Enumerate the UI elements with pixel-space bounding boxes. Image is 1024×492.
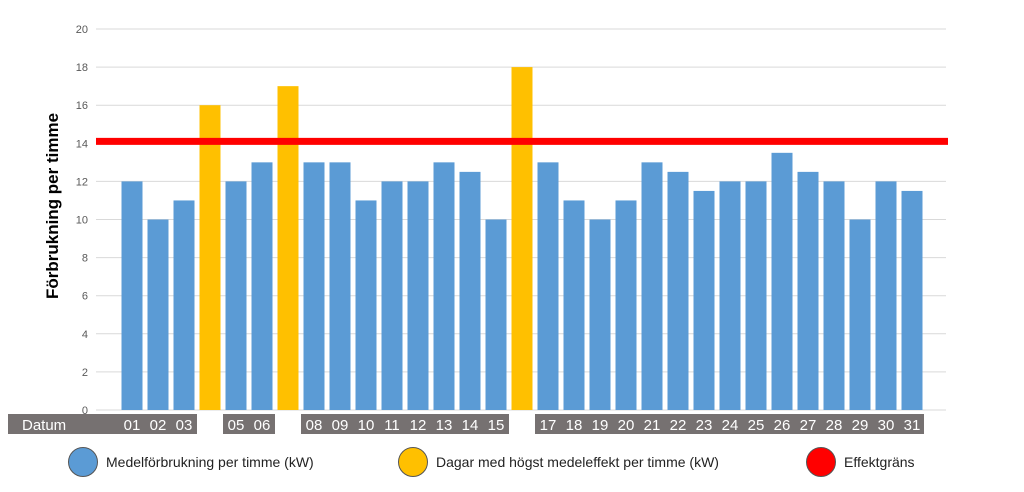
legend-label: Dagar med högst medeleffekt per timme (k… [436,454,719,470]
x-axis-label: Datum [22,417,66,434]
bar-27 [797,171,819,410]
y-tick-label: 0 [82,405,88,417]
x-tick-label: 07 [280,417,297,434]
x-tick-label: 02 [150,417,167,434]
bar-26 [771,152,793,410]
legend-label: Effektgräns [844,454,915,470]
x-tick-highlight-bg [275,414,301,434]
legend-item-0: Medelförbrukning per timme (kW) [68,446,314,478]
bar-30 [875,181,897,410]
bar-14 [459,171,481,410]
x-tick-label: 05 [228,417,245,434]
bar-18 [563,200,585,410]
x-axis-band [8,414,924,434]
x-tick-label: 31 [904,417,921,434]
x-tick-label: 29 [852,417,869,434]
x-tick-label: 21 [644,417,661,434]
bar-08 [303,162,325,410]
x-tick-labels: 01 02 03 04 05 06 07 08 09 10 11 12 13 14 15 16 17 18 19 20… [124,414,921,434]
x-tick-highlight-bg [197,414,223,434]
y-tick-label: 20 [76,24,88,36]
x-tick-label: 23 [696,417,713,434]
y-tick-label: 2 [82,367,88,379]
bar-31 [901,190,923,410]
bar-15 [485,219,507,410]
legend-label: Medelförbrukning per timme (kW) [106,454,314,470]
x-tick-label: 01 [124,417,141,434]
x-tick-label: 14 [462,417,479,434]
bar-19 [589,219,611,410]
y-tick-label: 18 [76,62,88,74]
bars [121,67,923,411]
x-tick-label: 10 [358,417,375,434]
bar-03 [173,200,195,410]
bar-25 [745,181,767,410]
bar-29 [849,219,871,410]
x-tick-label: 27 [800,417,817,434]
bar-17 [537,162,559,410]
bar-11 [381,181,403,410]
bar-highlighted-04 [199,105,221,410]
x-tick-label: 03 [176,417,193,434]
bar-09 [329,162,351,410]
legend-swatch-yellow [398,447,428,477]
x-tick-label: 28 [826,417,843,434]
x-tick-label: 06 [254,417,271,434]
x-tick-label: 20 [618,417,635,434]
x-tick-label: 11 [384,417,400,434]
bar-28 [823,181,845,410]
y-axis-label: Förbrukning per timme [43,113,62,299]
y-tick-label: 10 [76,215,88,227]
x-tick-label: 13 [436,417,453,434]
x-tick-highlight-bg [509,414,535,434]
legend-swatch-red [806,447,836,477]
bar-13 [433,162,455,410]
x-tick-label: 08 [306,417,323,434]
bar-05 [225,181,247,410]
y-tick-label: 16 [76,100,88,112]
bar-21 [641,162,663,410]
y-tick-label: 4 [82,329,88,341]
x-tick-label: 09 [332,417,349,434]
x-tick-label: 25 [748,417,765,434]
bar-02 [147,219,169,410]
bar-24 [719,181,741,410]
bar-06 [251,162,273,410]
bar-12 [407,181,429,410]
y-tick-label: 6 [82,291,88,303]
bar-10 [355,200,377,410]
x-tick-label: 30 [878,417,895,434]
x-tick-label: 18 [566,417,583,434]
bar-highlighted-07 [277,86,299,411]
x-tick-label: 19 [592,417,609,434]
bar-highlighted-16 [511,67,533,410]
y-tick-label: 12 [76,176,88,188]
legend-item-1: Dagar med högst medeleffekt per timme (k… [398,446,719,478]
legend-item-2: Effektgräns [806,446,915,478]
bar-01 [121,181,143,410]
x-tick-label: 12 [410,417,427,434]
x-tick-label: 17 [540,417,557,434]
bar-22 [667,171,689,410]
legend-swatch-blue [68,447,98,477]
y-tick-labels: 0 2 4 6 8 10 12 14 16 18 20 [76,24,88,417]
bar-20 [615,200,637,410]
x-tick-label: 04 [202,417,219,434]
y-tick-label: 8 [82,253,88,265]
x-tick-label: 22 [670,417,687,434]
bar-23 [693,190,715,410]
x-tick-label: 15 [488,417,505,434]
x-tick-label: 24 [722,417,739,434]
x-tick-label: 16 [514,417,531,434]
y-tick-label: 14 [76,138,88,150]
x-tick-label: 26 [774,417,791,434]
